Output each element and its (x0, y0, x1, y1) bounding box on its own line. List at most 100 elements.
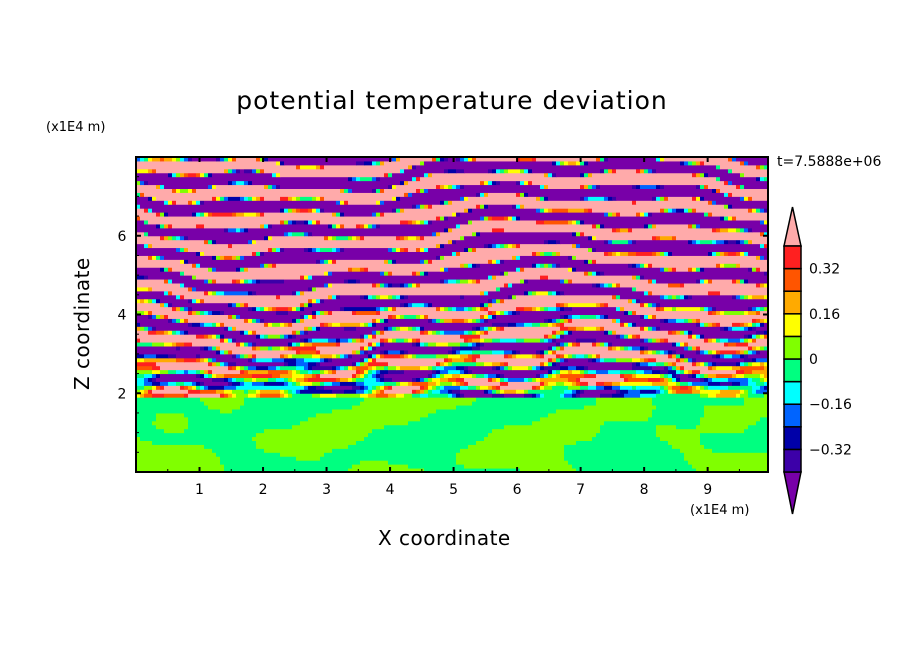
contour-cell (136, 223, 157, 229)
contour-cell (388, 361, 437, 367)
contour-cell (460, 385, 469, 390)
contour-cell (316, 314, 389, 319)
contour-cell (272, 172, 277, 178)
contour-cell (376, 223, 381, 229)
contour-cell (580, 160, 585, 166)
contour-cell (380, 310, 489, 315)
contour-cell (344, 326, 357, 331)
contour-cell (604, 420, 701, 426)
contour-cell (384, 318, 389, 323)
contour-cell (560, 318, 565, 323)
contour-cell (440, 381, 453, 386)
contour-cell (232, 326, 237, 331)
contour-cell (256, 168, 261, 174)
contour-cell (188, 310, 193, 315)
contour-cell (472, 330, 477, 335)
contour-cell (476, 342, 481, 347)
contour-cell (136, 334, 197, 339)
chart-title: potential temperature deviation (236, 86, 668, 115)
contour-cell (740, 322, 745, 327)
contour-cell (276, 184, 281, 189)
contour-cell (664, 196, 669, 201)
contour-cell (200, 385, 205, 390)
contour-cell (492, 377, 497, 382)
contour-cell (372, 294, 377, 300)
contour-cell (748, 346, 753, 351)
contour-cell (676, 369, 681, 375)
contour-cell (368, 353, 373, 359)
contour-cell (340, 247, 345, 252)
contour-cell (264, 306, 269, 312)
contour-cell (396, 196, 401, 201)
contour-cell (520, 204, 525, 209)
contour-cell (156, 353, 169, 359)
contour-cell (184, 412, 317, 418)
contour-cell (464, 294, 509, 300)
contour-cell (732, 326, 745, 331)
contour-cell (608, 330, 613, 335)
contour-cell (740, 184, 745, 189)
contour-cell (508, 271, 585, 276)
contour-cell (716, 365, 733, 371)
contour-cell (628, 251, 637, 256)
contour-cell (452, 393, 457, 398)
contour-cell (296, 290, 301, 296)
contour-cell (332, 381, 341, 386)
contour-cell (536, 220, 545, 225)
contour-cell (376, 318, 381, 323)
contour-cell (424, 160, 553, 166)
contour-cell (564, 381, 573, 386)
contour-cell (236, 212, 245, 217)
contour-cell (492, 314, 497, 319)
contour-cell (336, 338, 341, 343)
contour-cell (692, 357, 697, 363)
contour-cell (472, 247, 477, 252)
contour-cell (168, 267, 173, 272)
contour-cell (316, 373, 321, 378)
contour-cell (184, 381, 193, 386)
contour-cell (668, 267, 673, 272)
contour-cell (616, 212, 621, 217)
contour-cell (176, 200, 189, 205)
contour-cell (136, 460, 221, 465)
contour-cell (396, 393, 405, 398)
contour-cell (696, 346, 701, 351)
contour-cell (248, 389, 257, 394)
contour-cell (408, 180, 481, 186)
contour-cell (448, 184, 453, 189)
contour-cell (576, 393, 581, 398)
contour-cell (760, 255, 765, 260)
contour-cell (716, 176, 721, 182)
colorbar-swatch (783, 267, 802, 292)
contour-cell (416, 283, 421, 288)
contour-cell (280, 365, 297, 371)
contour-cell (720, 251, 725, 256)
contour-cell (180, 247, 185, 252)
contour-cell (700, 334, 705, 339)
contour-cell (524, 306, 533, 312)
contour-cell (388, 294, 393, 300)
contour-cell (152, 381, 161, 386)
contour-cell (472, 338, 481, 343)
contour-cell (596, 373, 621, 378)
contour-cell (708, 377, 713, 382)
contour-cell (472, 369, 549, 375)
contour-cell (740, 263, 769, 268)
contour-cell (516, 204, 521, 209)
contour-cell (268, 365, 277, 371)
contour-cell (252, 381, 265, 386)
contour-cell (640, 263, 645, 268)
contour-cell (540, 208, 545, 213)
contour-cell (572, 243, 577, 249)
contour-cell (144, 298, 149, 304)
contour-cell (136, 365, 153, 371)
contour-cell (472, 357, 477, 363)
contour-cell (384, 377, 393, 382)
contour-cell (268, 247, 273, 252)
contour-cell (340, 200, 345, 205)
contour-cell (136, 172, 169, 178)
contour-cell (760, 283, 765, 288)
contour-cell (264, 157, 269, 162)
contour-cell (524, 267, 569, 272)
contour-cell (332, 365, 337, 371)
